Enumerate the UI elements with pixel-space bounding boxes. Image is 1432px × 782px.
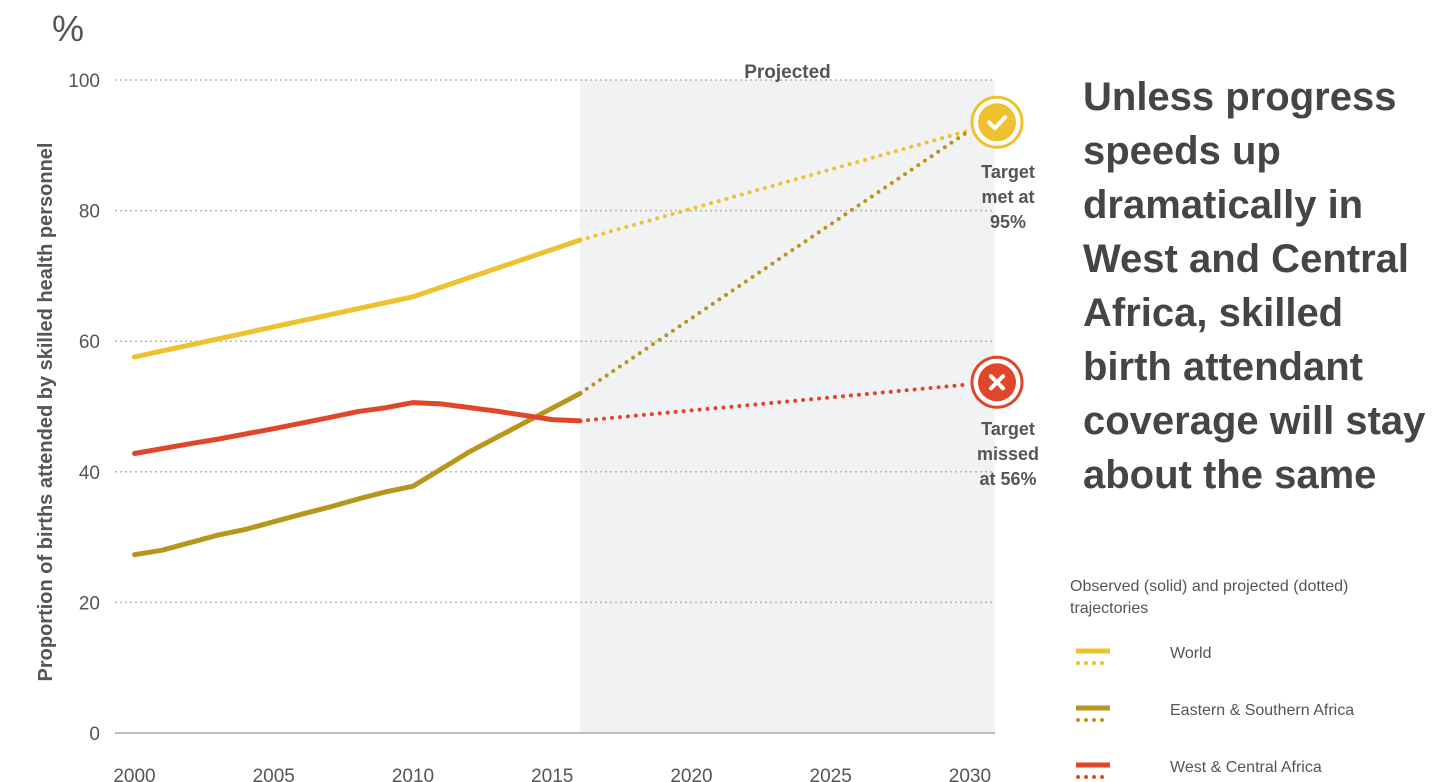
badge: [970, 355, 1024, 409]
y-tick-label: 40: [79, 463, 100, 484]
projected-label: Projected: [744, 62, 831, 83]
legend-label: Eastern & Southern Africa: [1170, 702, 1355, 719]
x-tick-label: 2000: [113, 766, 155, 782]
annotation: Target met at 95%: [981, 162, 1035, 232]
projected-region: [580, 80, 995, 733]
projected-line: [578, 128, 972, 396]
badge-icon: [987, 115, 1007, 131]
observed-line: [132, 400, 583, 456]
x-tick-label: 2015: [531, 766, 573, 782]
badge-icon: [989, 374, 1005, 391]
legend-label: West & Central Africa: [1170, 759, 1322, 776]
y-tick-label: 80: [79, 202, 100, 223]
legend-title: Observed (solid) and projected (dotted) …: [1070, 578, 1349, 617]
y-axis-label: Proportion of births attended by skilled…: [35, 143, 57, 682]
projected-line: [578, 382, 972, 423]
y-unit: %: [52, 8, 85, 49]
x-tick-label: 2020: [670, 766, 712, 782]
y-tick-label: 0: [89, 724, 100, 745]
badge-fill: [978, 103, 1016, 142]
x-tick-label: 2030: [949, 766, 991, 782]
x-tick-label: 2005: [253, 766, 295, 782]
x-tick-label: 2010: [392, 766, 434, 782]
annotation: Target missed at 56%: [976, 419, 1040, 489]
projected-line: [578, 128, 972, 242]
legend-label: World: [1170, 645, 1212, 662]
y-tick-label: 100: [68, 71, 100, 92]
chart-title: Unless progress speeds up dramatically i…: [1083, 75, 1426, 497]
y-tick-label: 20: [79, 593, 100, 614]
observed-line: [132, 237, 583, 360]
x-tick-label: 2025: [810, 766, 852, 782]
y-tick-label: 60: [79, 332, 100, 353]
observed-line: [132, 390, 583, 558]
badge: [970, 95, 1024, 149]
